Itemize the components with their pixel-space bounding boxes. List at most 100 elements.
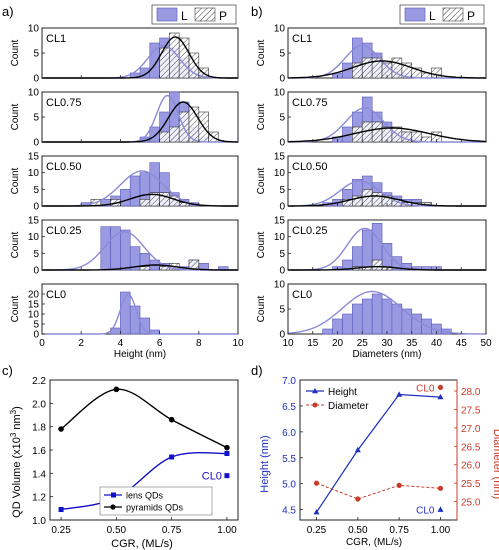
- y-tick-label: 0: [33, 74, 39, 85]
- x-tick-label: 20: [332, 338, 344, 349]
- lens-bar: [371, 293, 383, 335]
- y-tick-label: 10: [28, 232, 40, 243]
- y-tick-label: 10: [28, 24, 40, 35]
- panel-name: CL0: [46, 289, 66, 301]
- y-tick-label: 5: [279, 305, 285, 316]
- diameter-point: [396, 482, 402, 488]
- panel-name: CL1: [46, 33, 66, 45]
- pyramid-bar: [188, 52, 200, 79]
- panel-label-c: c): [2, 363, 13, 378]
- x-tick-label: 10: [282, 338, 294, 349]
- pyramid-bar: [371, 192, 383, 207]
- y-tick-label: 15: [274, 152, 286, 163]
- y-tick-label: 1.6: [32, 446, 46, 457]
- lens-bar: [361, 298, 373, 335]
- cl0-label: CL0: [202, 471, 222, 483]
- lens-bar: [342, 313, 353, 335]
- cl0-point: [224, 473, 230, 479]
- pyramid-bar: [159, 47, 170, 79]
- y-tick-label: 15: [28, 216, 40, 227]
- x-tick-label: 35: [406, 338, 418, 349]
- y-tick-label-left: 7.0: [282, 376, 296, 387]
- lens-bar: [149, 126, 160, 143]
- histogram-b-CL0: 0 5 10 CL0 Count: [256, 280, 487, 341]
- x-axis-label: Height (nm): [114, 349, 166, 360]
- pyramid-bar: [139, 266, 151, 271]
- y-tick-label: 10: [274, 168, 286, 179]
- pyramid-bar: [371, 121, 383, 143]
- y-tick-label: 0: [279, 330, 285, 341]
- chart-c-ylabel-end: ): [11, 406, 23, 410]
- legend-b-pyramid-swatch: [442, 7, 464, 22]
- panel-name: CL0.25: [292, 225, 327, 237]
- x-tick-label: 0: [39, 338, 45, 349]
- y-tick-label: 5: [33, 249, 39, 260]
- x-tick-label: 1.00: [217, 525, 237, 536]
- y-tick-label-left: 6.5: [282, 402, 296, 413]
- pyramid-bar: [361, 189, 373, 207]
- y-axis-label: Count: [10, 167, 21, 194]
- legend-b: L P: [399, 4, 485, 25]
- panel-label-d: d): [251, 363, 263, 378]
- x-tick-label: 0.50: [107, 525, 127, 536]
- y-axis-label: Count: [10, 103, 21, 130]
- x-tick-label: 8: [196, 338, 202, 349]
- lens-fit-curve: [287, 290, 486, 335]
- chart-d-xlabel: CGR, (ML/s): [346, 537, 402, 548]
- legend-a-pyramid-label: P: [219, 9, 227, 23]
- data-point: [224, 444, 230, 451]
- y-tick-label: 0: [33, 138, 39, 149]
- lens-bar: [120, 229, 131, 271]
- diameter-point: [437, 485, 444, 491]
- histogram-a-CL1: 0 5 10 CL1 Count: [10, 24, 239, 85]
- panel-label-a: a): [2, 4, 14, 19]
- lens-bar: [361, 229, 373, 271]
- y-tick-label: 5: [279, 49, 285, 60]
- histogram-b-CL0.50: 0 5 10 15 CL0.50 Count: [256, 152, 487, 213]
- y-tick-label: 0: [33, 330, 39, 341]
- lens-bar: [381, 298, 393, 335]
- pyramid-fit-curve: [288, 127, 486, 143]
- pyramid-fit-curve: [288, 195, 486, 207]
- y-axis-label: Count: [10, 39, 21, 66]
- y-tick-label: 10: [28, 88, 40, 99]
- panel-name: CL1: [292, 33, 312, 45]
- y-tick-label-left: 5.0: [282, 480, 296, 491]
- y-tick-label-right: 25.0: [461, 498, 481, 509]
- legend-c: lens QDs pyramids QDs: [99, 486, 213, 516]
- chart-c-ylabel-sup2: 3: [9, 409, 18, 414]
- panel-name: CL0: [292, 289, 312, 301]
- data-point: [224, 451, 230, 456]
- chart-d-ylabel-right: Diameter (nm): [491, 429, 499, 499]
- y-tick-label: 2.0: [32, 399, 46, 410]
- histogram-b-CL1: 0 5 10 CL1 Count: [256, 24, 487, 85]
- legend-b-lens-swatch: [404, 7, 426, 22]
- pyramid-bar: [169, 126, 180, 143]
- pyramid-fit-curve: [288, 60, 486, 79]
- histogram-b-CL0.25: 0 5 10 15 CL0.25 Count: [256, 216, 487, 277]
- lens-bar: [139, 317, 151, 335]
- data-point: [168, 416, 175, 423]
- histogram-stack-b: 0 5 10 CL1 Count 0 5 10 CL0.75 Count 0 5 10 15 CL0.50 C…: [256, 24, 492, 361]
- y-tick-label: 0: [33, 266, 39, 277]
- lens-fit-curve: [42, 293, 238, 335]
- x-tick-label: 50: [480, 338, 492, 349]
- pyramid-bar: [159, 131, 170, 143]
- cl0-height-label: CL0: [416, 506, 435, 517]
- y-tick-label: 0: [279, 74, 285, 85]
- lens-bar: [352, 303, 363, 335]
- y-tick-label: 0: [279, 138, 285, 149]
- histogram-stack-a: 0510CL1Count0510CL0.75Count051015CL0.50C…: [10, 24, 244, 361]
- chart-c-ylabel-sup1: 3: [9, 432, 18, 437]
- y-tick-label-right: 27.0: [461, 424, 481, 435]
- y-tick-label: 15: [28, 152, 40, 163]
- legend-a-lens-label: L: [181, 9, 188, 23]
- diameter-point: [355, 496, 361, 502]
- x-tick-label: 30: [381, 338, 393, 349]
- chart-c-ylabel-mid: nm: [11, 414, 23, 432]
- x-tick-label: 0.25: [51, 525, 71, 536]
- y-tick-label: 5: [33, 320, 39, 331]
- chart-c-ylabel: QD Volume (x103 nm3): [9, 406, 23, 518]
- x-tick-label: 40: [431, 338, 443, 349]
